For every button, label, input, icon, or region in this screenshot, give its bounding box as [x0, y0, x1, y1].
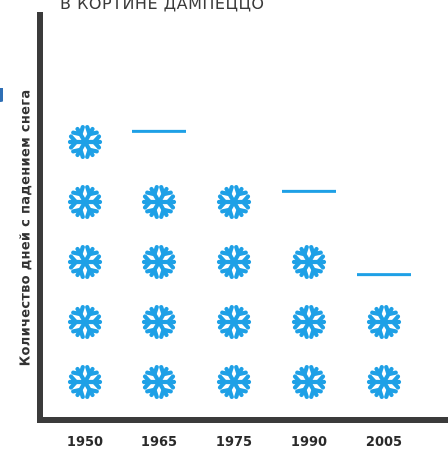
- snowflake-icon: [294, 306, 324, 337]
- snowflake-icon: [70, 246, 100, 277]
- x-tick-label: 1990: [291, 435, 327, 450]
- snowflake-icon: [294, 366, 324, 397]
- x-tick-label: 1975: [216, 435, 252, 450]
- snowflake-icon: [219, 366, 249, 397]
- snowflake-icon: [70, 186, 100, 217]
- partial-snowflake-icon: [369, 246, 399, 277]
- bar-1950: [70, 126, 100, 397]
- bar-1990: [282, 186, 336, 397]
- bar-1965: [132, 126, 186, 397]
- snowflake-icon: [70, 366, 100, 397]
- snowflake-icon: [144, 246, 174, 277]
- snowflake-icon: [219, 306, 249, 337]
- x-tick-label: 2005: [366, 435, 402, 450]
- x-tick-label: 1965: [141, 435, 177, 450]
- snowflake-icon: [144, 306, 174, 337]
- bar-1975: [219, 186, 249, 397]
- snowflake-icon: [70, 306, 100, 337]
- snowflake-icon: [144, 366, 174, 397]
- snowflake-icon: [369, 306, 399, 337]
- snowflake-icon: [70, 126, 100, 157]
- snowflake-icon: [219, 246, 249, 277]
- snowflake-icon: [294, 246, 324, 277]
- x-tick-label: 1950: [67, 435, 103, 450]
- snowflake-icon: [369, 366, 399, 397]
- snowflake-icon: [219, 186, 249, 217]
- snowflake-icon: [144, 186, 174, 217]
- bar-2005: [357, 246, 411, 397]
